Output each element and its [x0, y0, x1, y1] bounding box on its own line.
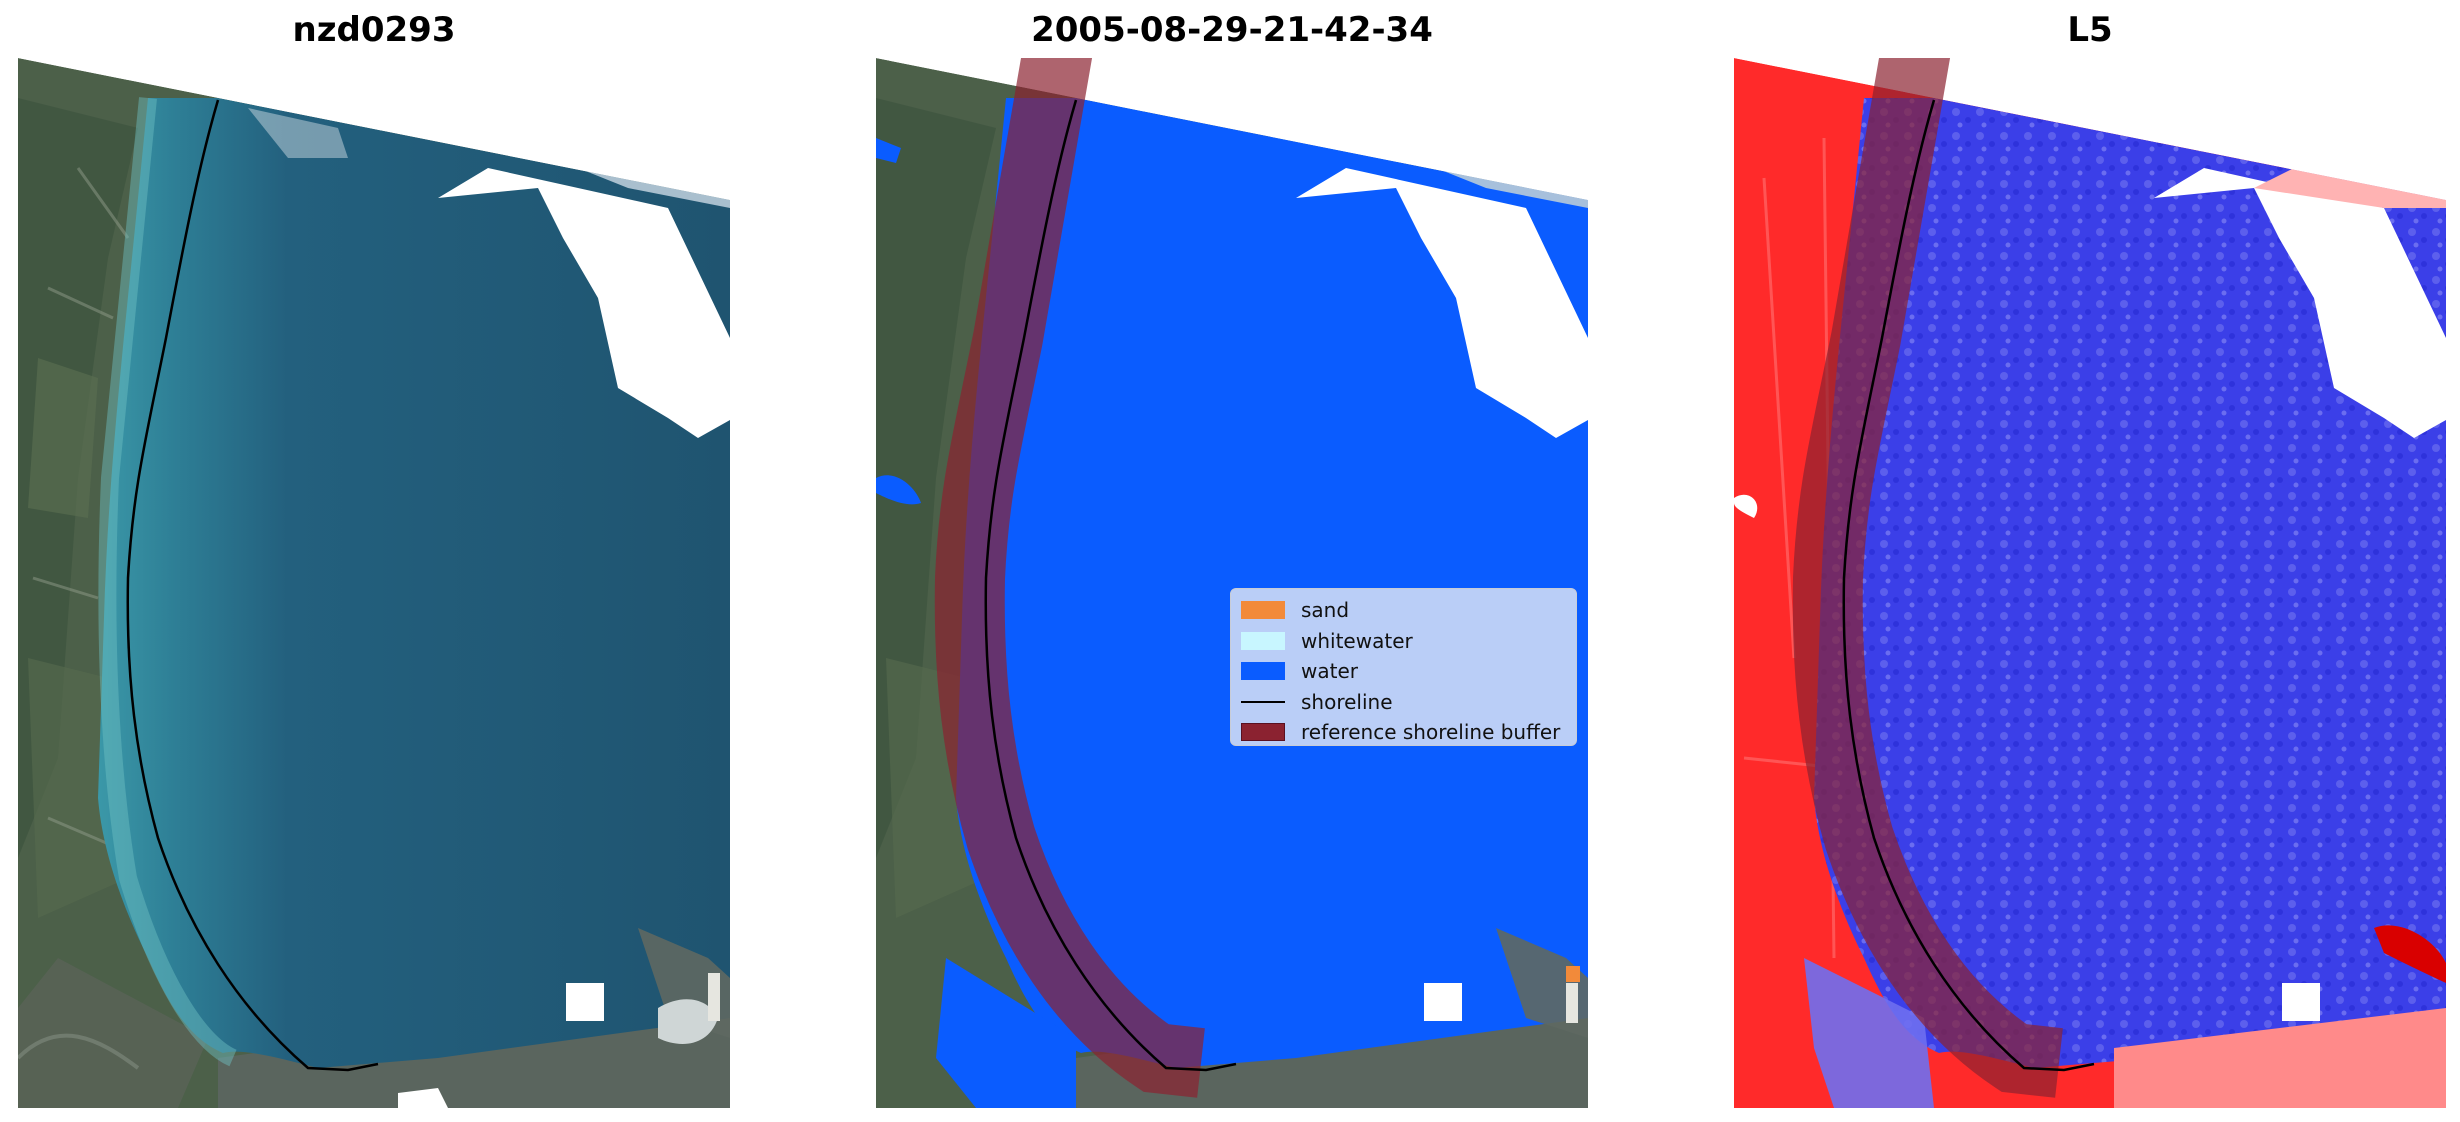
legend-item-whitewater: whitewater	[1241, 626, 1566, 657]
legend-item-water: water	[1241, 656, 1566, 687]
legend-label: water	[1301, 659, 1358, 684]
legend-item-buffer: reference shoreline buffer	[1241, 717, 1566, 748]
legend: sand whitewater water shoreline referenc…	[1230, 588, 1577, 746]
legend-label: reference shoreline buffer	[1301, 720, 1561, 745]
legend-item-sand: sand	[1241, 595, 1566, 626]
shoreline-line	[984, 99, 1237, 1072]
legend-swatch-whitewater	[1241, 631, 1285, 650]
legend-item-shoreline: shoreline	[1241, 687, 1566, 718]
reference-shoreline-buffer	[1792, 58, 2063, 1098]
classified-image	[876, 58, 1588, 1108]
legend-swatch-shoreline	[1241, 700, 1285, 703]
panel-title-classified: 2005-08-29-21-42-34	[1031, 10, 1433, 50]
panel-title-rgb: nzd0293	[292, 10, 456, 50]
legend-swatch-buffer	[1241, 723, 1285, 742]
legend-swatch-water	[1241, 662, 1285, 681]
reference-shoreline-buffer	[934, 58, 1205, 1098]
legend-label: sand	[1301, 598, 1350, 623]
shoreline-line	[1842, 99, 2095, 1072]
legend-swatch-sand	[1241, 601, 1285, 620]
panel-title-index: L5	[2067, 10, 2113, 50]
shoreline-line	[126, 99, 379, 1072]
legend-label: shoreline	[1301, 689, 1393, 714]
legend-label: whitewater	[1301, 628, 1413, 653]
rgb-satellite-image	[18, 58, 730, 1108]
index-image	[1734, 58, 2446, 1108]
